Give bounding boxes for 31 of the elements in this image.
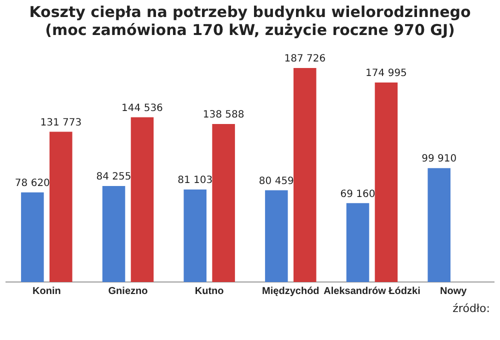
- bar: [346, 203, 370, 282]
- bar: [50, 132, 72, 282]
- data-label: 84 255: [96, 172, 132, 183]
- data-label: 174 995: [366, 68, 407, 80]
- x-tick-label: Gniezno: [108, 286, 148, 297]
- x-tick-label: Międzychód: [262, 286, 320, 297]
- x-tick-label: Nowy: [440, 286, 468, 297]
- bar: [102, 186, 126, 282]
- x-tick-label: Konin: [32, 286, 61, 297]
- x-tick-label: Kutno: [194, 286, 224, 297]
- data-label: 78 620: [14, 178, 50, 189]
- data-label: 80 459: [258, 176, 294, 187]
- text: (moc zamówiona 170 kW, zużycie roczne 970 GJ): [45, 20, 455, 39]
- bar: [428, 168, 450, 282]
- bar: [212, 124, 235, 282]
- text: źródło:: [452, 302, 490, 315]
- bar: [130, 117, 154, 282]
- text: Koszty ciepła na potrzeby budynku wielorodzinnego: [29, 2, 471, 21]
- data-label: 187 726: [284, 54, 326, 65]
- bar: [294, 68, 316, 282]
- data-label: 144 536: [122, 102, 163, 114]
- data-label: 99 910: [422, 154, 457, 165]
- x-tick-label: Aleksandrów Łódzki: [324, 286, 421, 297]
- data-label: 131 773: [40, 117, 82, 128]
- bar: [265, 190, 288, 282]
- bar: [184, 190, 206, 282]
- data-label: 69 160: [340, 188, 376, 200]
- bar: [374, 82, 398, 282]
- data-label: 138 588: [202, 110, 244, 121]
- bar: [21, 192, 44, 282]
- data-label: 81 103: [178, 175, 213, 186]
